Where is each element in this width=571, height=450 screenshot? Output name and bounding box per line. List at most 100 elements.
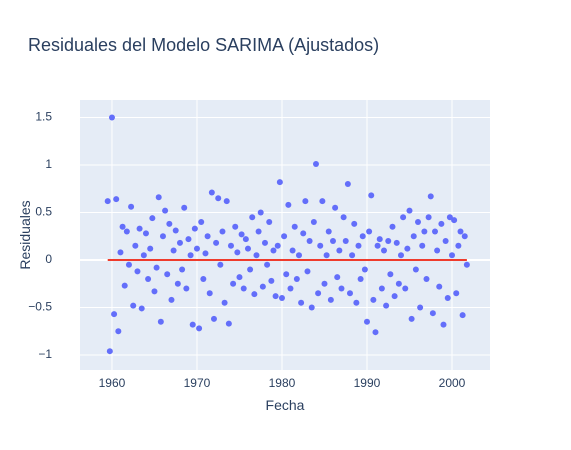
point (463, 261, 470, 268)
point (368, 192, 375, 199)
point (238, 231, 245, 238)
point (196, 325, 203, 332)
point (159, 233, 166, 240)
point (387, 271, 394, 278)
y-tick-label: 0.5 (35, 205, 52, 219)
point (232, 223, 239, 230)
point (176, 239, 183, 246)
point (266, 218, 273, 225)
point (423, 275, 430, 282)
point (289, 247, 296, 254)
point (370, 296, 377, 303)
point (400, 214, 407, 221)
point (200, 275, 207, 282)
point (221, 299, 228, 306)
point (136, 225, 143, 232)
point (189, 321, 196, 328)
point (319, 198, 326, 205)
point (285, 201, 292, 208)
point (366, 228, 373, 235)
point (385, 237, 392, 244)
x-tick-label: 1960 (99, 376, 126, 390)
point (427, 193, 434, 200)
point (317, 242, 324, 249)
point (247, 266, 254, 273)
point (455, 242, 462, 249)
point (121, 282, 128, 289)
point (329, 237, 336, 244)
point (108, 114, 115, 121)
point (293, 275, 300, 282)
point (244, 245, 251, 252)
point (397, 252, 404, 259)
point (344, 180, 351, 187)
point (332, 204, 339, 211)
point (213, 239, 220, 246)
point (459, 312, 466, 319)
point (217, 261, 224, 268)
point (140, 252, 147, 259)
point (414, 218, 421, 225)
point (355, 242, 362, 249)
point (264, 261, 271, 268)
point (315, 290, 322, 297)
point (449, 252, 456, 259)
point (225, 320, 232, 327)
point (349, 252, 356, 259)
point (327, 296, 334, 303)
point (374, 242, 381, 249)
point (436, 283, 443, 290)
y-axis-title: Residuales (17, 200, 33, 269)
point (378, 285, 385, 292)
point (361, 266, 368, 273)
point (157, 318, 164, 325)
point (162, 207, 169, 214)
point (145, 275, 152, 282)
point (346, 290, 353, 297)
point (227, 242, 234, 249)
point (142, 230, 149, 237)
point (130, 302, 137, 309)
point (431, 228, 438, 235)
point (111, 311, 118, 318)
point (179, 266, 186, 273)
point (395, 280, 402, 287)
point (425, 214, 432, 221)
point (312, 161, 319, 168)
point (117, 249, 124, 256)
point (451, 217, 458, 224)
point (334, 274, 341, 281)
point (351, 220, 358, 227)
point (261, 239, 268, 246)
point (187, 252, 194, 259)
point (147, 245, 154, 252)
point (419, 242, 426, 249)
point (372, 329, 379, 336)
point (278, 294, 285, 301)
point (219, 228, 226, 235)
point (283, 271, 290, 278)
x-axis-title: Fecha (266, 397, 305, 413)
point (236, 274, 243, 281)
point (123, 228, 130, 235)
point (276, 179, 283, 186)
point (204, 233, 211, 240)
point (128, 203, 135, 210)
point (408, 315, 415, 322)
point (417, 304, 424, 311)
point (181, 204, 188, 211)
point (434, 247, 441, 254)
point (172, 227, 179, 234)
point (274, 242, 281, 249)
point (389, 223, 396, 230)
point (440, 321, 447, 328)
point (300, 230, 307, 237)
point (191, 225, 198, 232)
point (208, 189, 215, 196)
point (287, 285, 294, 292)
point (338, 285, 345, 292)
point (323, 252, 330, 259)
point (393, 239, 400, 246)
point (119, 223, 126, 230)
